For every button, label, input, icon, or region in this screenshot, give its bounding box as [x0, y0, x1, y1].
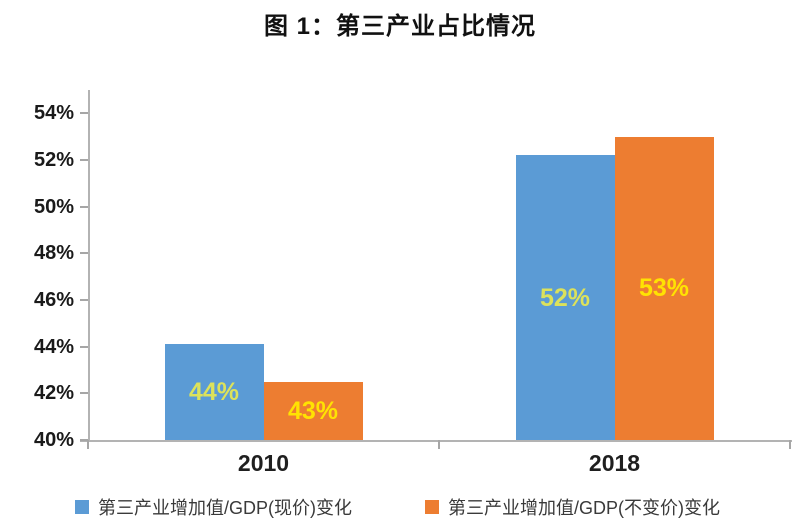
legend-label: 第三产业增加值/GDP(不变价)变化 — [448, 498, 720, 518]
y-tick-label: 42% — [33, 382, 74, 405]
y-tick-label: 44% — [33, 335, 74, 358]
category-label: 2018 — [588, 450, 641, 476]
legend-item: 第三产业增加值/GDP(现价)变化 — [75, 494, 352, 520]
bar: 53% — [614, 136, 714, 440]
bar: 44% — [164, 344, 264, 440]
y-tick-label: 52% — [33, 149, 74, 171]
bar: 52% — [515, 155, 615, 440]
y-tick — [80, 392, 88, 395]
chart-title: 图 1：第三产业占比情况 — [263, 13, 536, 40]
legend-item: 第三产业增加值/GDP(不变价)变化 — [425, 494, 720, 520]
y-tick — [80, 439, 88, 441]
y-tick-label: 48% — [33, 242, 74, 265]
bar-value-label: 44% — [188, 378, 240, 407]
legend-label: 第三产业增加值/GDP(现价)变化 — [98, 498, 352, 518]
y-tick-label: 50% — [33, 195, 74, 218]
y-tick — [80, 299, 88, 301]
y-tick — [80, 205, 88, 208]
category-label: 2010 — [237, 450, 290, 476]
bar: 43% — [263, 381, 363, 440]
bar-value-label: 43% — [287, 396, 339, 425]
y-tick — [80, 112, 88, 115]
legend: 第三产业增加值/GDP(现价)变化 第三产业增加值/GDP(不变价)变化 — [0, 494, 800, 520]
y-tick-label: 54% — [33, 102, 74, 125]
x-tick — [87, 440, 89, 449]
x-axis-line — [80, 440, 792, 442]
y-axis-line — [88, 90, 90, 442]
y-tick — [80, 159, 88, 161]
legend-swatch-icon — [425, 500, 439, 514]
y-tick — [80, 252, 88, 255]
bar-value-label: 53% — [638, 274, 690, 303]
bar-value-label: 52% — [539, 283, 591, 312]
x-tick — [789, 440, 791, 449]
legend-swatch-icon — [75, 500, 89, 514]
y-tick — [80, 345, 88, 348]
x-tick — [438, 440, 440, 449]
y-tick-label: 40% — [33, 429, 74, 451]
y-tick-label: 46% — [33, 289, 74, 311]
